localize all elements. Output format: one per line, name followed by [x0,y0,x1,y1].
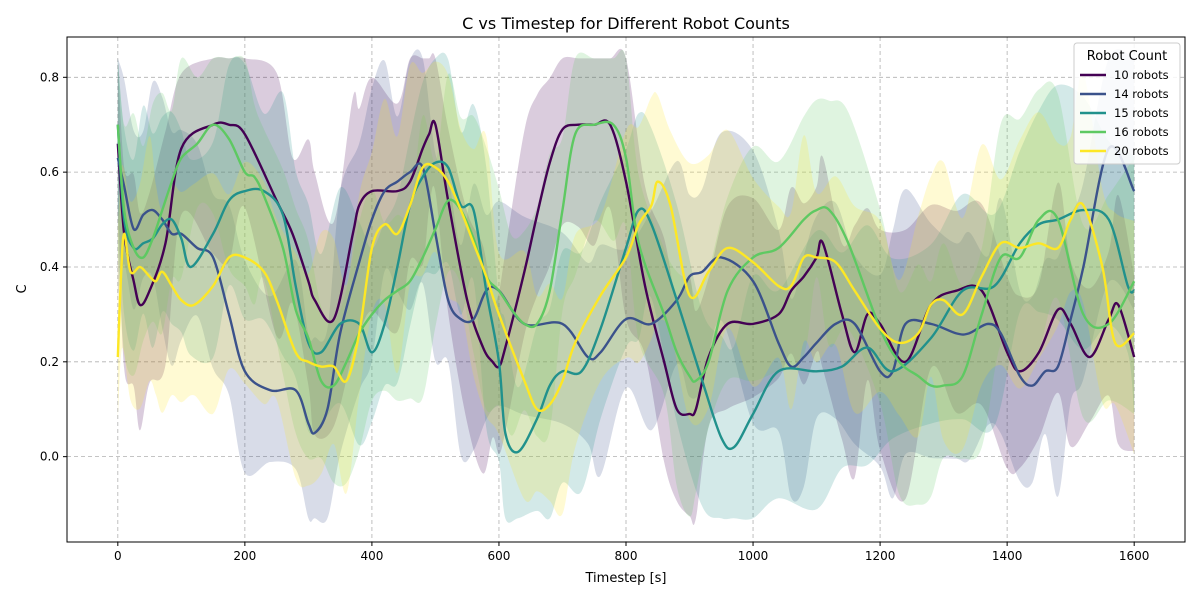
y-tick-label: 0.4 [40,260,59,274]
x-tick-label: 1600 [1119,549,1150,563]
series-line-16-robots [116,120,1136,389]
y-axis-label: C [15,284,30,293]
series-line-15-robots [116,124,1136,454]
series-line-20-robots [116,162,1135,413]
series-band-10-robots [117,48,1135,525]
x-tick-label: 400 [360,549,383,563]
x-tick-label: 0 [114,549,122,563]
y-tick-label: 0.6 [40,165,59,179]
x-tick-label: 800 [615,549,638,563]
legend-box [1073,42,1181,165]
series-band-16-robots [117,49,1135,517]
legend-items: 10 robots 14 robots 15 robots 16 robots 20 r… [1080,68,1169,158]
x-tick-label: 600 [488,549,511,563]
legend-label: 16 robots [1114,125,1169,139]
series-band-20-robots [117,61,1135,517]
line-layer [116,119,1136,454]
y-tick-label: 0.8 [40,70,59,84]
band-layer [117,48,1135,525]
legend-label: 10 robots [1114,68,1169,82]
series-band-14-robots [117,49,1135,524]
tick-layer: 0 200 400 600 800 1000 1200 1400 1600 0.0 0.2 0.4 0.… [40,70,1150,563]
chart-title: C vs Timestep for Different Robot Counts [462,14,790,33]
x-axis-label: Timestep [s] [585,571,667,586]
x-tick-label: 1000 [738,549,769,563]
y-tick-label: 0.0 [40,450,59,464]
x-tick-label: 1200 [865,549,896,563]
legend-title: Robot Count [1087,49,1167,64]
series-line-14-robots [116,145,1136,435]
legend-label: 15 robots [1114,106,1169,120]
x-tick-label: 1400 [992,549,1023,563]
series-band-15-robots [117,52,1135,523]
x-tick-label: 200 [233,549,256,563]
legend-label: 20 robots [1114,144,1169,158]
legend-label: 14 robots [1114,87,1169,101]
y-tick-label: 0.2 [40,355,59,369]
